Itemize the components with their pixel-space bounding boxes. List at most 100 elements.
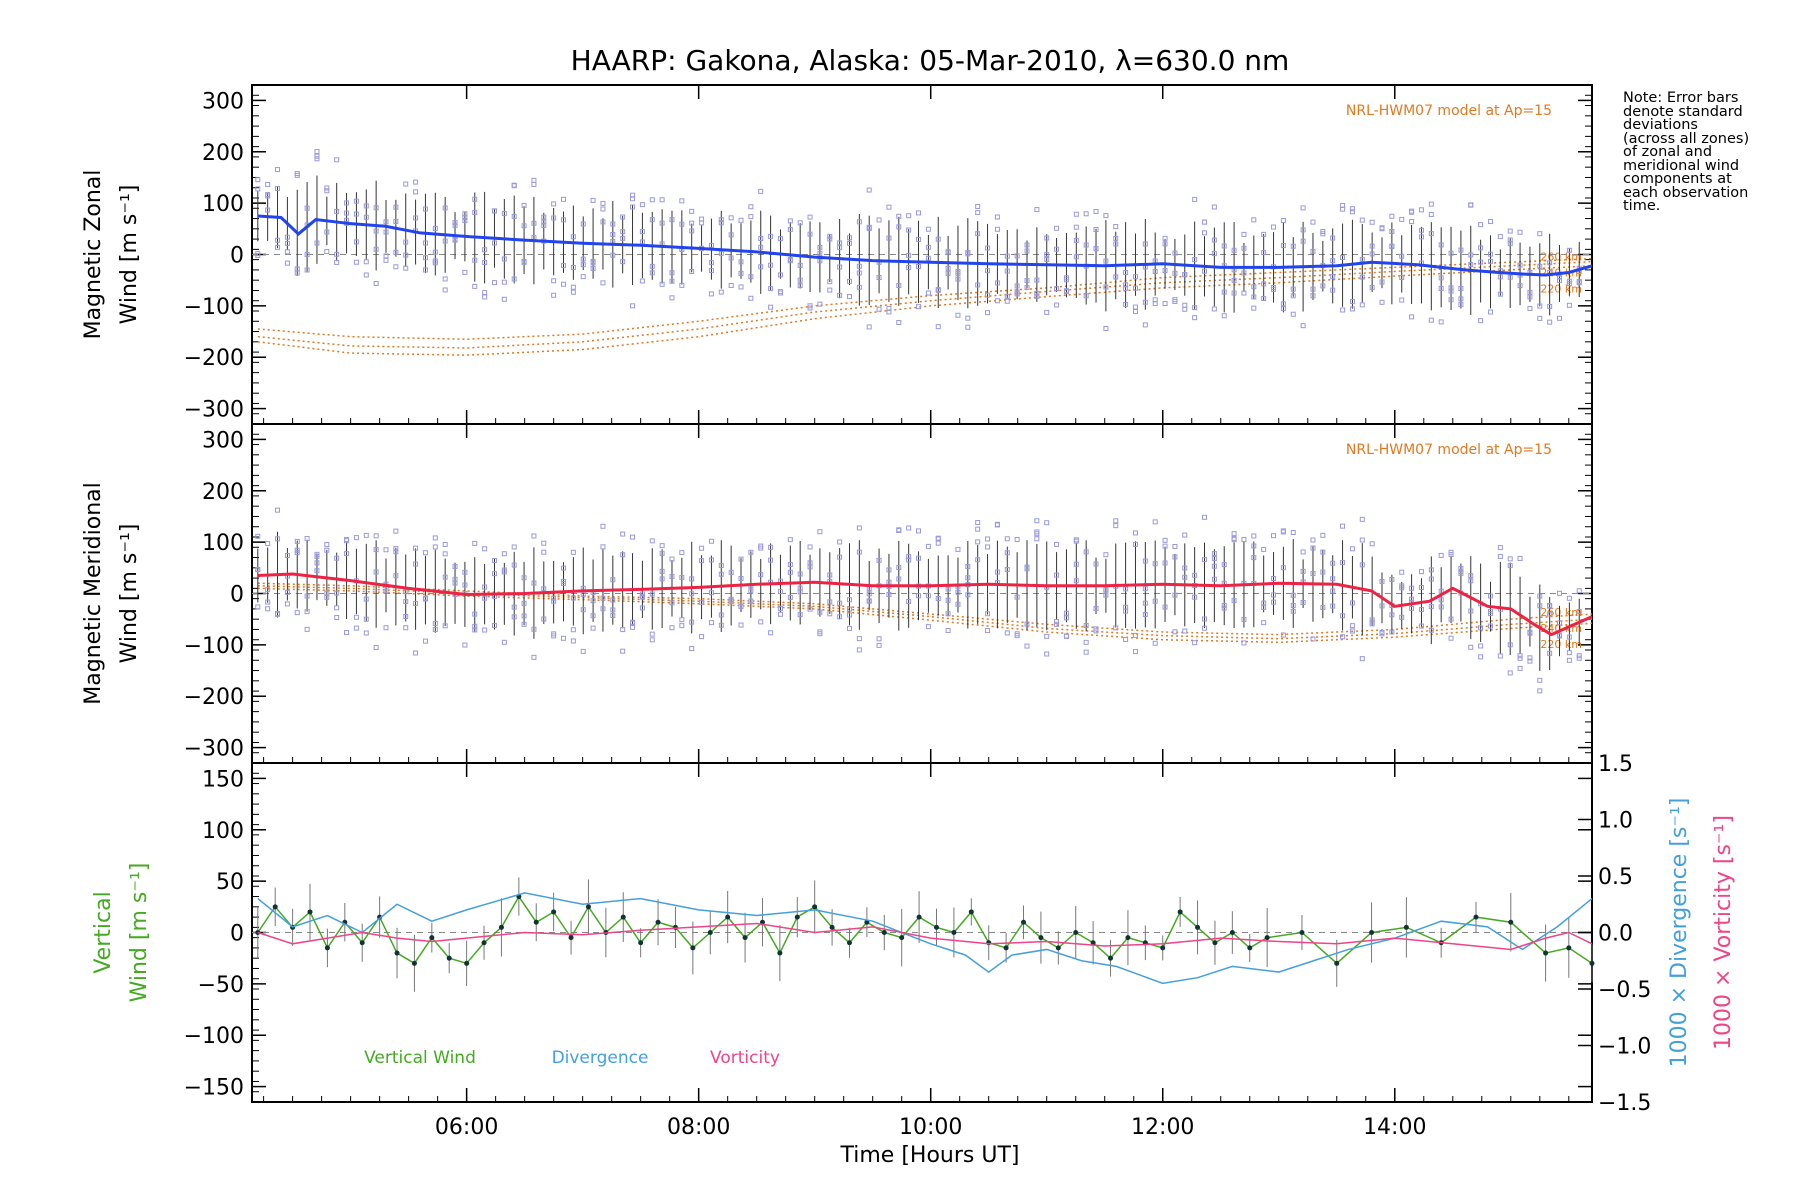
sample-point [324,185,330,191]
sample-point [1379,299,1385,305]
sample-point [255,604,261,610]
sample-point [1300,568,1306,574]
sample-point [1458,286,1464,292]
sample-point [1349,546,1355,552]
sample-point [1389,213,1395,219]
sample-point [1103,552,1109,558]
sample-point [906,252,912,258]
sample-point [1103,213,1109,219]
sample-point [955,546,961,552]
sample-point [1537,593,1543,599]
right-y-tick-label: 0.5 [1598,865,1633,890]
sample-point [334,615,340,621]
y-tick-label: −200 [184,685,244,710]
sample-point [1517,555,1523,561]
sample-point [856,636,862,642]
sample-point [1310,248,1316,254]
sample-point [689,646,695,652]
chart-title: HAARP: Gakona, Alaska: 05-Mar-2010, λ=63… [571,44,1290,77]
sample-point [994,569,1000,575]
vertical-wind-point [881,930,887,935]
note-line: deviations [1623,117,1698,133]
sample-point [728,232,734,238]
sample-point [994,214,1000,220]
sample-point [304,609,310,615]
sample-point [1132,285,1138,291]
x-axis-label: Time [Hours UT] [840,1143,1020,1168]
sample-point [807,231,813,237]
sample-point [837,614,843,620]
sample-point [284,553,290,559]
vertical-wind-point [411,960,417,966]
sample-point [856,263,862,269]
sample-point [1172,543,1178,549]
sample-point [393,218,399,224]
sample-point [1428,317,1434,323]
sample-point [925,244,931,250]
sample-point [1162,241,1168,247]
sample-point [837,245,843,251]
sample-point [541,549,547,555]
sample-point [1300,323,1306,329]
sample-point [373,569,379,575]
sample-point [1044,252,1050,258]
sample-point [659,220,665,226]
sample-point [1527,305,1533,311]
sample-point [482,247,488,253]
sample-point [1359,217,1365,223]
sample-point [432,249,438,255]
sample-point [284,589,290,595]
sample-point [669,217,675,223]
sample-point [1389,629,1395,635]
sample-point [1261,620,1267,626]
sample-point [1428,201,1434,207]
sample-point [1202,514,1208,520]
sample-point [383,625,389,631]
sample-point [649,538,655,544]
sample-point [442,574,448,580]
sample-point [422,267,428,273]
right-y-tick-label: 0.0 [1598,922,1633,947]
sample-point [1566,657,1572,663]
legend-item-vertical: Vertical Wind [364,1048,476,1068]
sample-point [541,616,547,622]
sample-point [718,612,724,618]
sample-point [353,211,359,217]
y-tick-label: −300 [184,398,244,423]
sample-point [1280,218,1286,224]
vertical-wind-point [777,950,783,956]
sample-point [985,268,991,274]
sample-point [1231,531,1237,537]
sample-point [1409,219,1415,225]
sample-point [1557,633,1563,639]
sample-point [294,547,300,553]
vertical-wind-point [690,945,696,951]
sample-point [1290,592,1296,598]
sample-point [807,560,813,566]
sample-point [1497,545,1503,551]
sample-point [511,213,517,219]
sample-point [531,580,537,586]
sample-point [462,269,468,275]
sample-point [1142,299,1148,305]
sample-point [975,557,981,563]
sample-point [945,611,951,617]
sample-point [768,557,774,563]
sample-point [866,591,872,597]
sample-point [1487,219,1493,225]
sample-point [738,575,744,581]
sample-point [856,647,862,653]
sample-point [748,274,754,280]
sample-point [1063,610,1069,616]
sample-point [689,591,695,597]
sample-point [1379,630,1385,636]
sample-point [916,555,922,561]
sample-point [768,262,774,268]
sample-point [1428,627,1434,633]
sample-point [1448,288,1454,294]
sample-point [1566,302,1572,308]
y-tick-label: 200 [202,480,244,505]
vertical-wind-point [916,914,922,920]
sample-point [462,569,468,575]
sample-point [1566,595,1572,601]
